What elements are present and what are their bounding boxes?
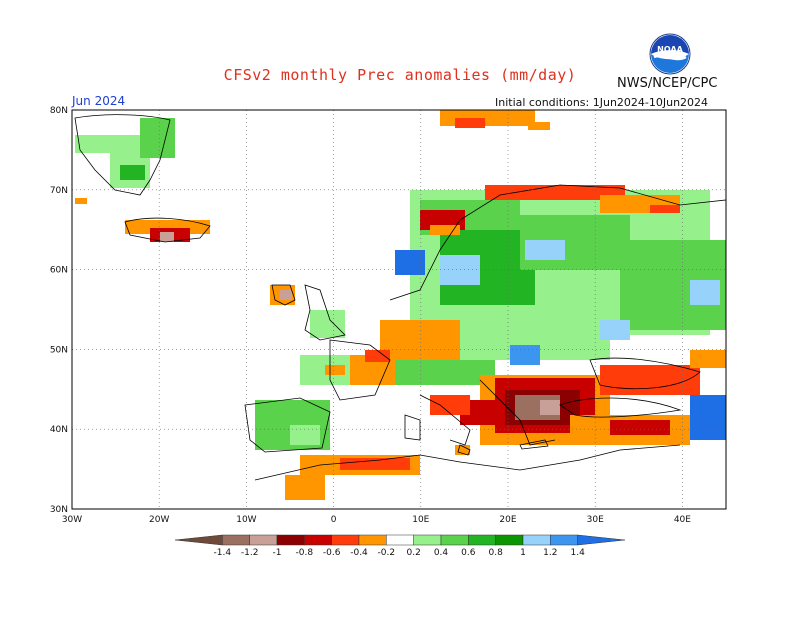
lat-tick-label: 70N (50, 186, 68, 196)
lon-tick-label: 10E (412, 515, 429, 525)
colorbar-swatch (577, 534, 626, 546)
lon-tick-label: 30W (62, 515, 82, 525)
colorbar-label: 0.8 (488, 548, 503, 558)
colorbar-swatch (276, 534, 305, 546)
noaa-logo-text: NOAA (657, 45, 683, 54)
colorbar-label: 1 (520, 548, 526, 558)
colorbar (174, 534, 626, 546)
lat-tick-label: 60N (50, 266, 68, 276)
colorbar-label: 0.4 (433, 548, 449, 558)
lon-tick-label: 10W (236, 515, 256, 525)
colorbar-label: -1.4 (213, 548, 232, 558)
lat-tick-label: 30N (50, 505, 68, 515)
lon-tick-label: 0 (331, 515, 337, 525)
colorbar-swatch (174, 534, 223, 546)
colorbar-label: -0.8 (295, 548, 314, 558)
latitude-labels: 30N 40N 50N 60N 70N 80N (50, 106, 68, 515)
lat-tick-label: 50N (50, 345, 68, 355)
colorbar-swatch (358, 534, 387, 546)
colorbar-swatch (304, 534, 332, 546)
map-title: CFSv2 monthly Prec anomalies (mm/day) (223, 66, 577, 84)
anomaly-cells (75, 110, 726, 500)
agency-label: NWS/NCEP/CPC (617, 76, 718, 91)
colorbar-swatch (522, 534, 551, 546)
colorbar-swatch (550, 534, 578, 546)
colorbar-swatch (413, 534, 442, 546)
colorbar-swatch (468, 534, 496, 546)
colorbar-label: 0.2 (406, 548, 421, 558)
colorbar-swatch (331, 534, 360, 546)
colorbar-swatch (222, 534, 250, 546)
colorbar-label: -1 (272, 548, 282, 558)
lon-tick-label: 30E (587, 515, 604, 525)
colorbar-label: 1.4 (570, 548, 585, 558)
colorbar-label: -0.6 (322, 548, 341, 558)
colorbar-label: -0.2 (377, 548, 396, 558)
colorbar-label: 1.2 (543, 548, 558, 558)
colorbar-swatch (386, 534, 414, 546)
colorbar-swatch (249, 534, 278, 546)
longitude-labels: 30W 20W 10W 0 10E 20E 30E 40E (62, 515, 691, 525)
lon-tick-label: 40E (674, 515, 691, 525)
colorbar-label: -1.2 (240, 548, 259, 558)
colorbar-label: -0.4 (350, 548, 368, 558)
lat-tick-label: 40N (50, 425, 68, 435)
coastlines (74, 114, 727, 481)
colorbar-swatch (495, 534, 524, 546)
map-frame (71, 109, 727, 510)
lat-tick-label: 80N (50, 106, 68, 116)
colorbar-swatch (440, 534, 469, 546)
initial-conditions: Initial conditions: 1Jun2024-10Jun2024 (495, 96, 709, 109)
colorbar-label: 0.6 (461, 548, 476, 558)
noaa-logo-icon: NOAA (649, 33, 691, 75)
forecast-month: Jun 2024 (72, 94, 126, 108)
lon-tick-label: 20E (499, 515, 516, 525)
lon-tick-label: 20W (149, 515, 169, 525)
